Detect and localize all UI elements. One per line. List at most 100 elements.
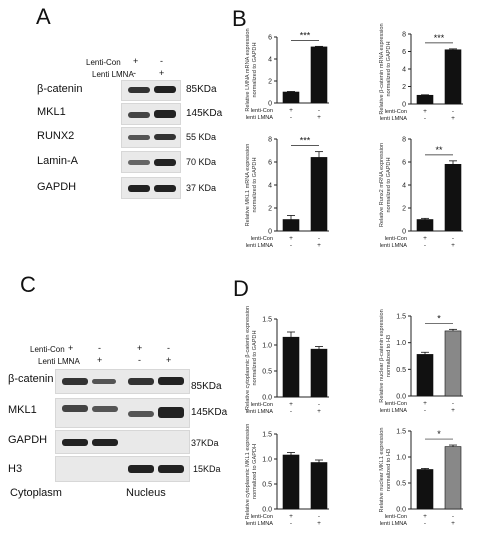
fraction-label-nucleus: Nucleus (126, 487, 166, 499)
panel-a-protein-label: GAPDH (37, 181, 77, 193)
x-row-mark: + (451, 115, 455, 122)
bar (444, 330, 462, 397)
y-axis-label: normalized to H3 (386, 449, 392, 491)
y-axis-label: Relative nuclear β-catenin expression (379, 309, 385, 402)
x-row-mark: + (423, 400, 427, 407)
bar (282, 454, 300, 510)
panel-a-protein-label: MKL1 (37, 106, 66, 118)
bar (416, 354, 434, 397)
x-row-mark: - (318, 235, 320, 242)
panel-letter-a: A (36, 4, 51, 29)
y-tick-label: 1.5 (262, 317, 272, 324)
panel-c-mark: - (69, 355, 72, 365)
panel-a-kda: 55 KDa (186, 132, 217, 142)
panel-c-kda: 85KDa (191, 381, 222, 392)
y-axis-label: Relative MKL1 mRNA expression (245, 144, 251, 227)
significance-marker: ** (435, 145, 443, 155)
x-row-mark: - (290, 520, 292, 527)
bar (282, 91, 300, 104)
bar (416, 94, 434, 105)
panel-c-kda: 15KDa (193, 464, 221, 474)
y-tick-label: 0.5 (396, 367, 406, 374)
panel-a-protein-label: RUNX2 (37, 130, 75, 142)
panel-a-blot-runx2 (121, 127, 181, 148)
y-tick-label: 1.0 (396, 455, 406, 462)
bar (416, 219, 434, 232)
x-row-label: lenti LMNA (380, 116, 408, 122)
x-row-label: lenti-Con (251, 236, 273, 242)
x-row-mark: + (423, 513, 427, 520)
x-row-label: lenti-Con (385, 109, 407, 115)
x-row-label: lenti LMNA (380, 408, 408, 414)
x-row-label: lenti-Con (385, 236, 407, 242)
x-row-label: lenti-Con (251, 108, 273, 114)
bar (444, 164, 462, 232)
y-tick-label: 1.5 (262, 432, 272, 439)
panel-a-blot-mkl1 (121, 103, 181, 125)
y-tick-label: 1.0 (262, 343, 272, 350)
panel-a-protein-label: Lamin-A (37, 155, 78, 167)
y-tick-label: 1.0 (262, 457, 272, 464)
panel-a-blot-lamin-a (121, 151, 181, 173)
panel-a-mark: + (159, 68, 165, 78)
y-tick-label: 6 (268, 160, 272, 167)
x-row-label: lenti LMNA (380, 243, 408, 249)
panel-letter-b: B (232, 6, 247, 31)
y-tick-label: 0 (402, 102, 406, 109)
bar (444, 49, 462, 105)
y-tick-label: 1.5 (396, 429, 406, 436)
x-row-mark: + (317, 408, 321, 415)
y-axis-label: normalized to GAPDH (252, 42, 258, 97)
y-tick-label: 0 (402, 229, 406, 236)
panel-c-protein-label: β-catenin (8, 373, 54, 385)
bar (310, 348, 328, 398)
panel-a-blot-gapdh (121, 177, 181, 199)
y-tick-label: 0.5 (396, 481, 406, 488)
y-axis-label: normalized to GAPDH (386, 41, 392, 96)
x-row-label: lenti LMNA (246, 521, 274, 527)
y-tick-label: 0.0 (262, 507, 272, 514)
panel-a-row-label-2: Lenti LMNA (92, 70, 134, 79)
x-row-label: lenti-Con (251, 402, 273, 408)
y-tick-label: 1.5 (396, 314, 406, 321)
y-tick-label: 6 (402, 160, 406, 167)
y-tick-label: 4 (402, 67, 406, 74)
panel-c-blot-beta-catenin (55, 369, 190, 394)
panel-a-kda: 70 KDa (186, 157, 217, 167)
y-tick-label: 2 (402, 206, 406, 213)
bar (310, 46, 328, 104)
y-axis-label: normalized to GAPDH (252, 444, 258, 499)
y-tick-label: 4 (268, 183, 272, 190)
x-row-mark: - (318, 107, 320, 114)
fraction-label-cytoplasm: Cytoplasm (10, 487, 62, 499)
panel-c-mark: + (166, 355, 172, 365)
x-row-mark: + (451, 520, 455, 527)
x-row-mark: - (318, 513, 320, 520)
y-tick-label: 4 (268, 57, 272, 64)
x-row-mark: - (452, 235, 454, 242)
x-row-mark: - (424, 520, 426, 527)
x-row-mark: + (289, 401, 293, 408)
bar (310, 462, 328, 510)
y-tick-label: 6 (268, 35, 272, 42)
y-axis-label: normalized to GAPDH (252, 330, 258, 385)
panel-a-row-label-1: Lenti-Con (86, 58, 121, 67)
y-tick-label: 0.5 (262, 482, 272, 489)
x-row-mark: + (451, 242, 455, 249)
panel-a-blot-beta-catenin (121, 80, 181, 101)
panel-a-kda: 85KDa (186, 84, 217, 95)
y-tick-label: 2 (268, 206, 272, 213)
x-row-mark: + (289, 513, 293, 520)
panel-c-kda: 37KDa (191, 438, 219, 448)
y-axis-label: normalized to GAPDH (386, 157, 392, 212)
x-row-mark: - (290, 114, 292, 121)
y-axis-label: normalized to H3 (386, 335, 392, 377)
y-axis-label: Relative β-catenin mRNA expression (379, 23, 385, 114)
panel-c-protein-label: MKL1 (8, 404, 37, 416)
x-row-mark: + (289, 235, 293, 242)
x-row-label: lenti LMNA (380, 521, 408, 527)
panel-c-row-label-1: Lenti-Con (30, 345, 65, 354)
x-row-mark: - (452, 400, 454, 407)
panel-letter-d: D (233, 276, 249, 301)
